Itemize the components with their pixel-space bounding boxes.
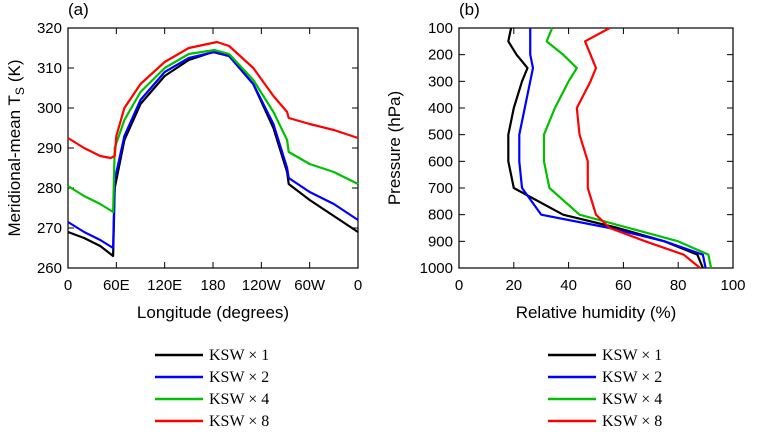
y-axis-label: Pressure (hPa) bbox=[385, 91, 404, 205]
x-tick-label: 60E bbox=[103, 277, 130, 294]
y-axis-label-sub: S bbox=[13, 87, 27, 95]
plot-frame bbox=[67, 27, 359, 269]
x-tick-label: 40 bbox=[560, 277, 577, 294]
legend-label: KSW × 2 bbox=[209, 369, 269, 386]
x-tick-label: 0 bbox=[455, 277, 463, 294]
y-tick-label: 320 bbox=[37, 20, 62, 37]
y-tick-label: 500 bbox=[428, 127, 453, 144]
plot-frame bbox=[458, 27, 734, 269]
y-tick-label: 310 bbox=[37, 60, 62, 77]
panel-title: (b) bbox=[459, 0, 480, 19]
legend-label: KSW × 8 bbox=[209, 413, 269, 427]
y-tick-label: 800 bbox=[428, 207, 453, 224]
legend-label: KSW × 2 bbox=[602, 369, 662, 386]
y-tick-label: 700 bbox=[428, 180, 453, 197]
y-tick-label: 290 bbox=[37, 140, 62, 157]
y-tick-label: 400 bbox=[428, 100, 453, 117]
legend-label: KSW × 4 bbox=[209, 391, 269, 408]
series-line bbox=[67, 50, 359, 258]
x-tick-label: 20 bbox=[505, 277, 522, 294]
y-tick-label: 270 bbox=[37, 220, 62, 237]
x-tick-label: 80 bbox=[670, 277, 687, 294]
y-axis-label-text: Meridional-mean T bbox=[5, 95, 24, 236]
legend-label: KSW × 8 bbox=[602, 413, 662, 427]
x-tick-label: 100 bbox=[720, 277, 745, 294]
legend-label: KSW × 1 bbox=[209, 347, 269, 364]
series-line bbox=[67, 50, 359, 250]
panel-title: (a) bbox=[68, 0, 89, 19]
y-tick-label: 1000 bbox=[420, 260, 453, 277]
y-tick-label: 300 bbox=[37, 100, 62, 117]
y-tick-label: 300 bbox=[428, 73, 453, 90]
series-line bbox=[518, 28, 707, 269]
x-tick-label: 120E bbox=[147, 277, 182, 294]
x-axis-label: Longitude (degrees) bbox=[137, 303, 289, 322]
y-tick-label: 260 bbox=[37, 260, 62, 277]
x-tick-label: 0 bbox=[354, 277, 362, 294]
y-tick-label: 100 bbox=[428, 20, 453, 37]
series-line bbox=[67, 48, 359, 214]
y-tick-label: 600 bbox=[428, 153, 453, 170]
x-tick-label: 60W bbox=[294, 277, 326, 294]
x-tick-label: 60 bbox=[615, 277, 632, 294]
x-tick-label: 0 bbox=[64, 277, 72, 294]
x-tick-label: 120W bbox=[242, 277, 282, 294]
x-axis-label: Relative humidity (%) bbox=[516, 303, 677, 322]
y-tick-label: 200 bbox=[428, 47, 453, 64]
y-tick-label: 900 bbox=[428, 233, 453, 250]
series-line bbox=[575, 27, 701, 269]
legend-label: KSW × 1 bbox=[602, 347, 662, 364]
legend-label: KSW × 4 bbox=[602, 391, 662, 408]
x-tick-label: 180 bbox=[200, 277, 225, 294]
y-tick-label: 280 bbox=[37, 180, 62, 197]
y-axis-label-end: (K) bbox=[5, 59, 24, 82]
y-axis-label: Meridional-mean TS (K) bbox=[5, 59, 27, 236]
series-line bbox=[542, 27, 713, 269]
series-line bbox=[67, 40, 359, 160]
y-axis-label-text: Pressure (hPa) bbox=[385, 91, 404, 205]
series-line bbox=[507, 27, 704, 269]
